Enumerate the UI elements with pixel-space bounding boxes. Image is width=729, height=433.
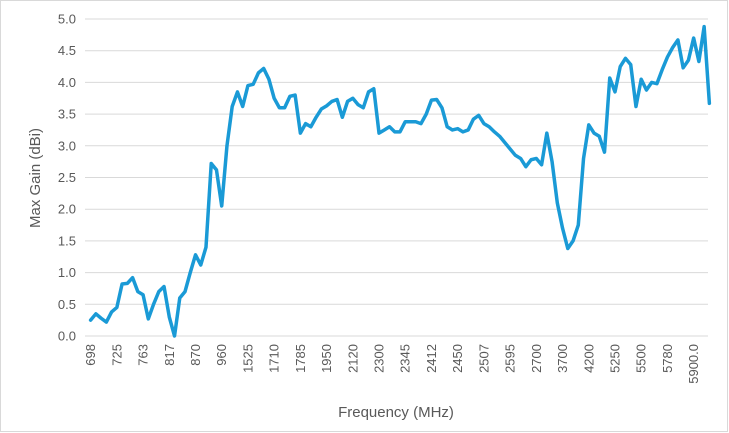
x-tick-label: 698 [83,344,98,366]
x-tick-label: 2412 [424,344,439,373]
y-tick-label: 4.5 [58,43,76,58]
x-tick-label: 1525 [240,344,255,373]
y-tick-label: 0.5 [58,297,76,312]
x-tick-label: 817 [162,344,177,366]
x-tick-label: 2345 [398,344,413,373]
x-tick-label: 1710 [267,344,282,373]
y-tick-label: 3.0 [58,138,76,153]
x-tick-label: 2700 [529,344,544,373]
x-tick-label: 2450 [450,344,465,373]
y-tick-label: 1.0 [58,265,76,280]
line-series [88,24,712,338]
y-axis-title: Max Gain (dBi) [27,128,44,228]
x-tick-label: 4200 [581,344,596,373]
y-tick-label: 4.0 [58,75,76,90]
x-tick-label: 725 [109,344,124,366]
x-tick-label: 2120 [345,344,360,373]
x-tick-label: 870 [188,344,203,366]
x-tick-label: 960 [214,344,229,366]
x-tick-label: 5900.0 [686,344,701,384]
x-tick-label: 1785 [293,344,308,373]
y-tick-label: 1.5 [58,233,76,248]
x-tick-label: 2507 [476,344,491,373]
x-tick-label: 5250 [607,344,622,373]
x-tick-label: 2300 [372,344,387,373]
x-tick-label: 2595 [503,344,518,373]
y-tick-label: 5.0 [58,12,76,27]
x-tick-label: 3700 [555,344,570,373]
y-tick-label: 2.0 [58,202,76,217]
y-tick-label: 3.5 [58,107,76,122]
x-tick-label: 5780 [660,344,675,373]
x-tick-label: 1950 [319,344,334,373]
x-tick-label: 763 [136,344,151,366]
y-tick-label: 2.5 [58,170,76,185]
y-tick-label: 0.0 [58,329,76,344]
x-axis-title: Frequency (MHz) [338,404,454,421]
x-tick-label: 5500 [634,344,649,373]
